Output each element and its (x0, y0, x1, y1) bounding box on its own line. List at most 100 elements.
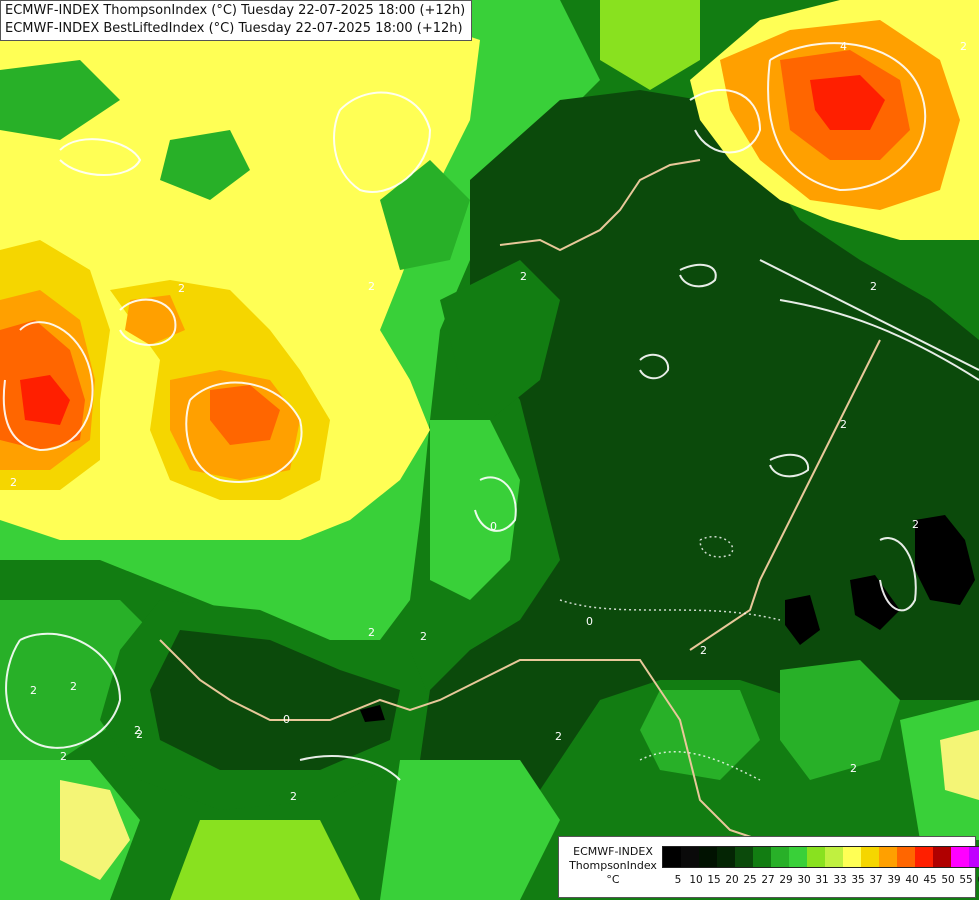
legend-tick-label: 40 (905, 874, 919, 886)
color-legend: ECMWF-INDEX ThompsonIndex °C 5 10 15 20 25 27… (558, 836, 979, 898)
contour-label: 2 (840, 418, 847, 431)
contour-label: 2 (850, 762, 857, 775)
contour-label: 2 (134, 724, 141, 737)
contour-line (779, 299, 979, 381)
field-orange-small (125, 295, 185, 345)
contour-label: 2 (60, 750, 67, 763)
legend-tick-label: 50 (941, 874, 955, 886)
field-dark-east (420, 90, 979, 820)
legend-color-scale (662, 846, 979, 868)
field-dark-south (150, 630, 400, 770)
field-green-patch (160, 130, 250, 200)
contour-label: 0 (586, 615, 593, 628)
legend-swatch (717, 847, 735, 867)
legend-title: ECMWF-INDEX ThompsonIndex °C (565, 845, 661, 887)
field-yellow-west (0, 10, 480, 540)
contour-line (767, 42, 927, 192)
contour-label: 2 (555, 730, 562, 743)
field-red-west (20, 375, 70, 425)
legend-tick-label: 37 (869, 874, 883, 886)
contour-line (119, 298, 177, 346)
contour-label: 2 (368, 280, 375, 293)
field-black-4 (360, 705, 385, 722)
legend-unit-label: °C (606, 873, 620, 886)
contour-dotted (559, 599, 781, 621)
contour-line (759, 259, 979, 371)
contour-line (5, 632, 122, 749)
legend-swatch (933, 847, 951, 867)
field-yg-south (170, 820, 360, 900)
contour-label: 2 (30, 684, 37, 697)
legend-tick-label: 20 (725, 874, 739, 886)
contour-label: 2 (368, 626, 375, 639)
legend-tick-label: 30 (797, 874, 811, 886)
legend-tick-label: 27 (761, 874, 775, 886)
contour-label: 2 (700, 644, 707, 657)
contour-line (639, 353, 670, 380)
contour-dotted (639, 751, 761, 781)
legend-swatch (861, 847, 879, 867)
contour-line (474, 476, 517, 532)
contour-line (185, 381, 303, 483)
legend-swatch (735, 847, 753, 867)
legend-swatch (807, 847, 825, 867)
field-black-2 (850, 575, 900, 630)
legend-tick-label: 33 (833, 874, 847, 886)
contour-label: 2 (178, 282, 185, 295)
contour-label: 2 (912, 518, 919, 531)
legend-swatch (699, 847, 717, 867)
contour-line (879, 537, 917, 612)
border-line (499, 159, 701, 252)
legend-swatch (951, 847, 969, 867)
field-black-1 (915, 515, 975, 605)
contour-label: 2 (290, 790, 297, 803)
contour-label: 0 (283, 713, 290, 726)
contour-label: 0 (490, 520, 497, 533)
field-green-nw (0, 60, 120, 140)
field-redorange-center (210, 385, 280, 445)
legend-swatch (753, 847, 771, 867)
contour-label: 2 (520, 270, 527, 283)
country-borders (159, 159, 881, 841)
field-pale-se (940, 730, 979, 800)
legend-index-label: ThompsonIndex (569, 859, 657, 872)
legend-tick-label: 10 (689, 874, 703, 886)
field-green-center-north (380, 160, 470, 270)
contour-line (689, 89, 762, 154)
legend-tick-label: 35 (851, 874, 865, 886)
legend-swatch (897, 847, 915, 867)
field-green-se2 (780, 660, 900, 780)
title-best-lifted-index: ECMWF-INDEX BestLiftedIndex (°C) Tuesday… (5, 21, 463, 36)
field-lime-se (900, 700, 979, 840)
contour-dotted (699, 535, 734, 558)
legend-model-label: ECMWF-INDEX (573, 845, 653, 858)
contour-label: 4 (840, 40, 847, 53)
border-line (689, 339, 881, 651)
legend-tick-label: 39 (887, 874, 901, 886)
legend-swatch (681, 847, 699, 867)
field-red-ne (810, 75, 885, 130)
contour-label: 2 (70, 680, 77, 693)
legend-tick-label: 29 (779, 874, 793, 886)
best-lifted-index-contours (2, 42, 979, 781)
field-black-3 (785, 595, 820, 645)
legend-tick-label: 31 (815, 874, 829, 886)
contour-label: 2 (870, 280, 877, 293)
contour-line (59, 138, 142, 176)
legend-swatch (879, 847, 897, 867)
border-line (159, 639, 761, 841)
legend-tick-label: 15 (707, 874, 721, 886)
legend-swatch (663, 847, 681, 867)
legend-swatch (843, 847, 861, 867)
contour-line (333, 91, 432, 193)
field-pale-sw (60, 780, 130, 880)
legend-swatch (771, 847, 789, 867)
legend-swatch (969, 847, 979, 867)
contour-line (679, 263, 717, 288)
legend-swatch (789, 847, 807, 867)
contour-label: 2 (420, 630, 427, 643)
